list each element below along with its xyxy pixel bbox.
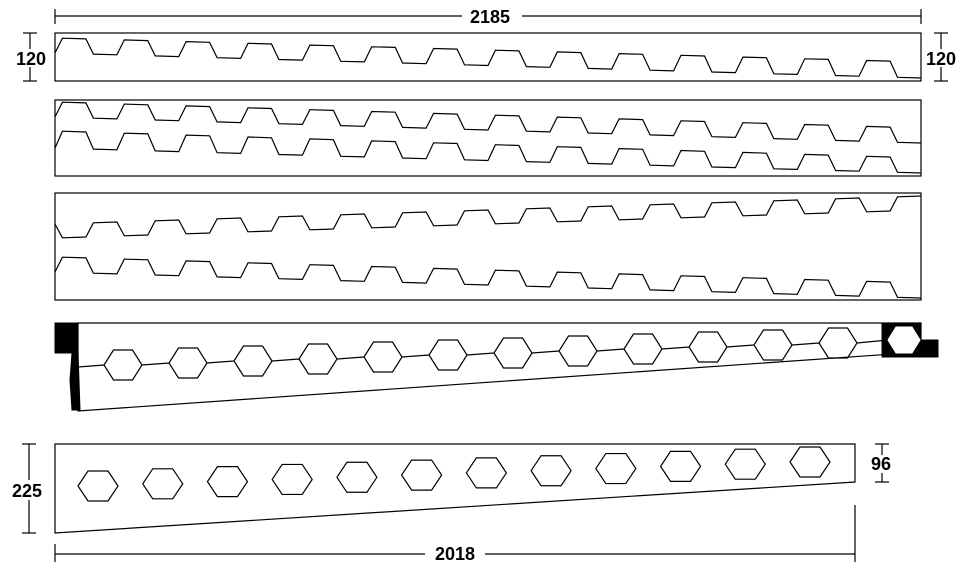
bottom-right-height-label: 96: [871, 454, 891, 474]
strip-2: [54, 99, 922, 177]
hexagon-opening: [271, 463, 313, 496]
hexagon-opening: [206, 466, 249, 498]
bottom-left-height-label: 225: [12, 481, 42, 501]
hexagon-opening: [659, 450, 702, 482]
hexagon-opening: [142, 468, 184, 500]
end-plates: [54, 322, 939, 411]
end-hexagon-white: [887, 326, 921, 354]
hexagon-opening: [595, 452, 637, 485]
strip-1: [54, 32, 922, 82]
hexagon-opening: [465, 457, 508, 489]
top-length-label: 2185: [470, 7, 510, 27]
left-height-label: 120: [16, 49, 46, 69]
bottom-length-label: 2018: [435, 544, 475, 564]
hex-beam-assembled: [77, 322, 922, 412]
strip-1-zigzag: [54, 37, 922, 79]
hex-chain: [77, 327, 889, 381]
hexagon-row: [77, 446, 831, 502]
hexagon-opening: [77, 470, 119, 502]
strip-2-zigzag-upper: [54, 101, 922, 144]
hexagon-opening: [530, 455, 572, 487]
right-height-label: 120: [926, 49, 956, 69]
strip-3-zigzag-lower: [54, 256, 922, 299]
strip-3-zigzag-upper: [54, 195, 922, 239]
strip-3: [54, 192, 922, 301]
hexagon-opening: [336, 461, 378, 493]
hexagon-opening: [724, 448, 766, 480]
hex-beam-bottom: [54, 443, 856, 534]
hexagon-opening: [400, 459, 443, 491]
hexagon-opening: [789, 446, 831, 478]
strip-2-zigzag-lower: [54, 130, 922, 174]
